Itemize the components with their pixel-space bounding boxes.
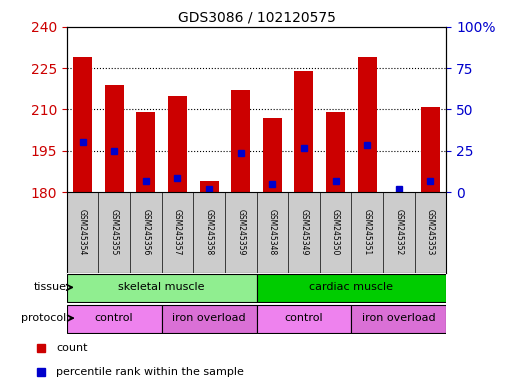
Text: GSM245354: GSM245354 [78,209,87,255]
Text: cardiac muscle: cardiac muscle [309,282,393,292]
Bar [105,85,124,192]
Text: GSM245352: GSM245352 [394,209,403,255]
Text: GSM245348: GSM245348 [268,209,277,255]
Bar [67,305,162,333]
Bar [136,112,155,192]
Bar [231,90,250,192]
Text: protocol: protocol [21,313,66,323]
Title: GDS3086 / 102120575: GDS3086 / 102120575 [177,10,336,24]
Text: GSM245358: GSM245358 [205,209,213,255]
Bar [256,305,351,333]
Bar [263,118,282,192]
Text: GSM245350: GSM245350 [331,209,340,255]
Bar [200,181,219,192]
Text: GSM245359: GSM245359 [236,209,245,255]
Text: GSM245349: GSM245349 [300,209,308,255]
Text: GSM245351: GSM245351 [363,209,372,255]
Bar [162,305,256,333]
Text: iron overload: iron overload [362,313,436,323]
Bar [67,274,256,302]
Text: control: control [95,313,133,323]
Text: GSM245355: GSM245355 [110,209,119,255]
Bar [73,57,92,192]
Text: control: control [285,313,323,323]
Bar [326,112,345,192]
Text: percentile rank within the sample: percentile rank within the sample [56,366,244,377]
Text: GSM245353: GSM245353 [426,209,435,255]
Bar [256,274,446,302]
Text: count: count [56,343,88,353]
Bar [421,107,440,192]
Text: GSM245357: GSM245357 [173,209,182,255]
Bar [294,71,313,192]
Text: iron overload: iron overload [172,313,246,323]
Text: GSM245356: GSM245356 [141,209,150,255]
Text: skeletal muscle: skeletal muscle [119,282,205,292]
Bar [358,57,377,192]
Bar [168,96,187,192]
Bar [351,305,446,333]
Text: tissue: tissue [33,282,66,292]
